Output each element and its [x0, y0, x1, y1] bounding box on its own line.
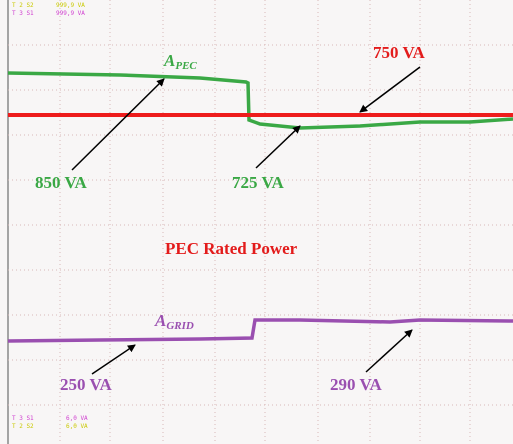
grid-label: AGRID — [154, 311, 194, 332]
subscript: PEC — [175, 60, 197, 72]
grid — [8, 0, 513, 444]
rated-name-label: PEC Rated Power — [165, 239, 298, 258]
readout-value: 6,0 VA — [66, 423, 88, 430]
arrows — [71, 66, 421, 375]
grid-trace — [7, 318, 513, 343]
readout-channel: T 3 S1 — [12, 10, 34, 17]
pec-trace — [7, 71, 513, 130]
readout-value: 999,9 VA — [56, 2, 85, 9]
subscript: GRID — [166, 320, 194, 332]
grid-after-label: 290 VA — [330, 375, 383, 394]
readout-channel: T 2 S2 — [12, 423, 34, 430]
readout-channel: T 3 S1 — [12, 415, 34, 422]
readout-value: 999,9 VA — [56, 10, 85, 17]
pec-before-label: 850 VA — [35, 173, 88, 192]
symbol: A — [163, 51, 175, 70]
readout-channel: T 2 S2 — [12, 2, 34, 9]
pec-after-label: 725 VA — [232, 173, 285, 192]
readout-value: 6,0 VA — [66, 415, 88, 422]
rated-value-label: 750 VA — [373, 43, 426, 62]
pec-label: APEC — [163, 51, 197, 72]
grid-before-label: 250 VA — [60, 375, 113, 394]
symbol: A — [154, 311, 166, 330]
